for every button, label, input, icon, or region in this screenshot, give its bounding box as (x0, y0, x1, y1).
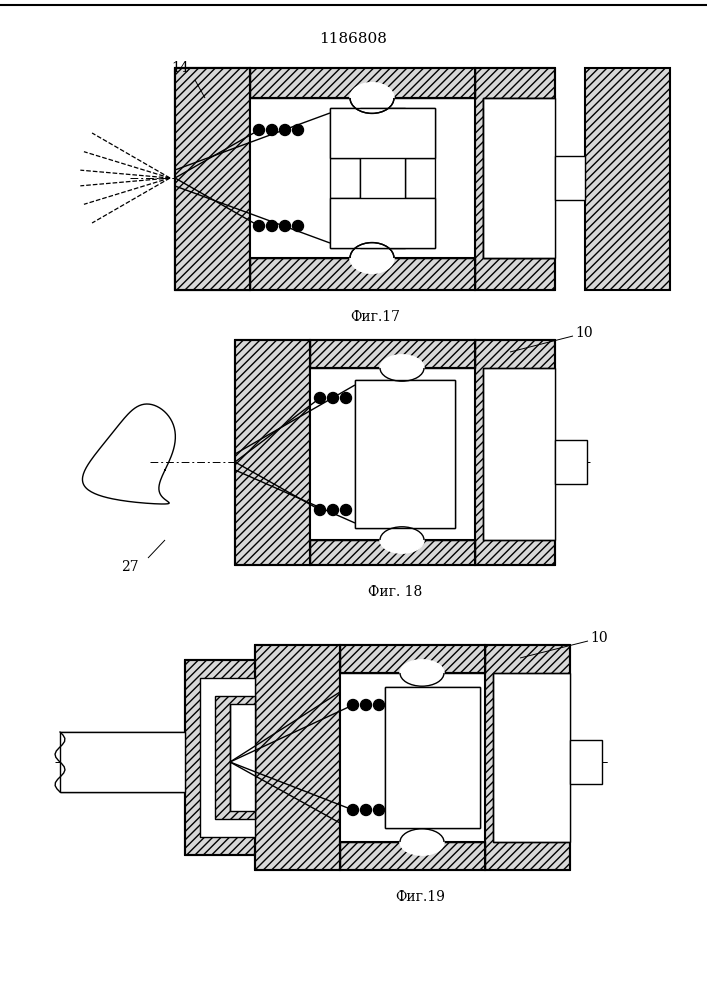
Text: Фиг.19: Фиг.19 (395, 890, 445, 904)
Circle shape (341, 392, 351, 403)
Bar (185, 660, 255, 855)
Text: Фиг.17: Фиг.17 (350, 310, 400, 324)
Bar (570, 740, 602, 784)
Circle shape (254, 124, 264, 135)
Bar (340, 842, 485, 870)
Bar (235, 340, 310, 565)
Circle shape (315, 392, 325, 403)
Bar (585, 68, 670, 290)
Circle shape (254, 221, 264, 232)
Bar (483, 98, 555, 258)
Circle shape (293, 124, 303, 135)
Circle shape (327, 504, 339, 516)
Bar (475, 68, 555, 290)
Bar (555, 156, 585, 200)
Bar (200, 678, 255, 837)
Text: 27: 27 (121, 560, 139, 574)
Bar (360, 108, 405, 248)
Bar (493, 673, 570, 842)
Bar (250, 258, 475, 290)
Bar (175, 68, 250, 290)
Circle shape (279, 221, 291, 232)
Text: 10: 10 (575, 326, 592, 340)
Circle shape (361, 700, 371, 710)
Bar (485, 645, 570, 870)
Bar (330, 198, 435, 248)
Bar (555, 440, 587, 484)
Bar (215, 696, 255, 819)
Bar (340, 645, 485, 673)
Bar (310, 368, 475, 540)
Circle shape (279, 124, 291, 135)
Circle shape (315, 504, 325, 516)
Bar (483, 368, 555, 540)
Bar (255, 645, 340, 870)
Circle shape (348, 804, 358, 816)
Text: 1186808: 1186808 (319, 32, 387, 46)
Bar (230, 704, 255, 811)
Bar (475, 340, 555, 565)
Ellipse shape (350, 83, 394, 113)
Text: 14: 14 (171, 61, 189, 75)
Text: Фиг. 18: Фиг. 18 (368, 585, 422, 599)
Circle shape (373, 700, 385, 710)
Bar (250, 68, 475, 98)
Circle shape (327, 392, 339, 403)
Circle shape (267, 221, 278, 232)
Ellipse shape (400, 829, 444, 855)
Circle shape (267, 124, 278, 135)
Circle shape (293, 221, 303, 232)
Ellipse shape (380, 527, 424, 553)
Circle shape (361, 804, 371, 816)
Bar (355, 380, 455, 528)
Circle shape (341, 504, 351, 516)
Bar (175, 68, 250, 290)
Bar (340, 673, 485, 842)
Ellipse shape (350, 243, 394, 273)
Bar (310, 340, 475, 368)
Ellipse shape (380, 355, 424, 381)
Bar (60, 732, 185, 792)
Ellipse shape (400, 660, 444, 686)
Bar (310, 540, 475, 565)
Text: 10: 10 (590, 631, 607, 645)
Bar (330, 108, 435, 158)
Bar (250, 98, 475, 258)
Bar (385, 687, 480, 828)
Circle shape (373, 804, 385, 816)
Circle shape (348, 700, 358, 710)
